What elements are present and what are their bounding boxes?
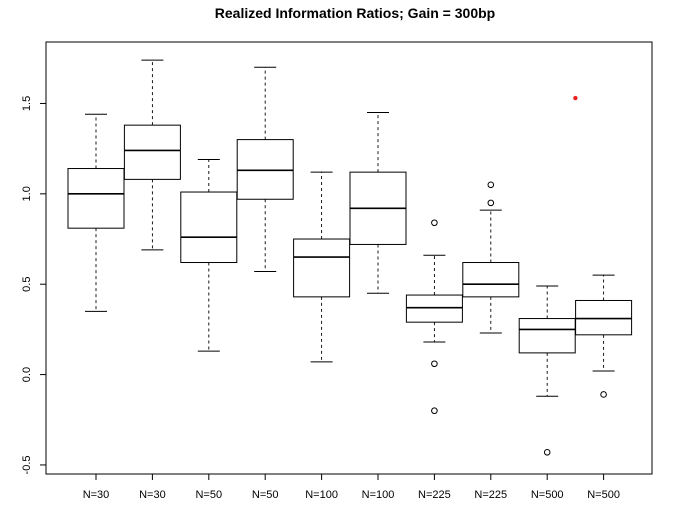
box-rect bbox=[462, 262, 520, 298]
box-group bbox=[518, 285, 576, 456]
boxes-layer bbox=[67, 59, 633, 456]
x-tick-label: N=50 bbox=[252, 489, 279, 501]
y-tick-label: 0.0 bbox=[21, 367, 33, 382]
box-group bbox=[349, 111, 407, 294]
box-rect bbox=[575, 299, 633, 336]
y-tick-label: 1.5 bbox=[21, 96, 33, 111]
box-rect bbox=[123, 124, 181, 180]
x-tick-label: N=100 bbox=[362, 489, 395, 501]
x-tick-label: N=50 bbox=[195, 489, 222, 501]
x-tick-label: N=225 bbox=[474, 489, 507, 501]
highlight-point bbox=[573, 95, 578, 101]
box-rect bbox=[67, 168, 125, 229]
box-rect bbox=[180, 191, 238, 264]
y-tick-label: -0.5 bbox=[21, 455, 33, 474]
outlier-point bbox=[431, 360, 438, 368]
x-tick-label: N=500 bbox=[587, 489, 620, 501]
box-group bbox=[180, 158, 238, 352]
x-axis: N=30 N=30 N=50 N=50 N=100 N=100 N=225 N=225 N=50… bbox=[83, 474, 620, 501]
box-group bbox=[293, 171, 351, 363]
outlier-point bbox=[431, 219, 438, 227]
plot-frame bbox=[45, 41, 653, 475]
x-tick-label: N=500 bbox=[531, 489, 564, 501]
x-tick-label: N=30 bbox=[83, 489, 110, 501]
chart-title: Realized Information Ratios; Gain = 300b… bbox=[215, 5, 495, 21]
outlier-point bbox=[431, 407, 438, 415]
y-axis: -0.5 0.0 0.5 1.0 1.5 bbox=[21, 96, 46, 474]
box-group bbox=[575, 274, 633, 398]
outlier-point bbox=[487, 199, 495, 207]
box-rect bbox=[518, 318, 576, 354]
y-tick-label: 1.0 bbox=[21, 186, 33, 201]
box-rect bbox=[405, 294, 463, 323]
box-group bbox=[462, 181, 520, 334]
x-tick-label: N=30 bbox=[139, 489, 166, 501]
box-group bbox=[123, 59, 181, 251]
box-group bbox=[236, 66, 294, 273]
y-tick-label: 0.5 bbox=[21, 277, 33, 292]
outlier-point bbox=[543, 449, 551, 456]
box-rect bbox=[293, 238, 351, 298]
outlier-point bbox=[487, 181, 495, 189]
outlier-point bbox=[600, 391, 607, 398]
box-group bbox=[67, 113, 125, 312]
x-tick-label: N=100 bbox=[305, 489, 338, 501]
box-rect bbox=[236, 139, 294, 200]
box-group bbox=[405, 219, 463, 415]
x-tick-label: N=225 bbox=[418, 489, 451, 501]
